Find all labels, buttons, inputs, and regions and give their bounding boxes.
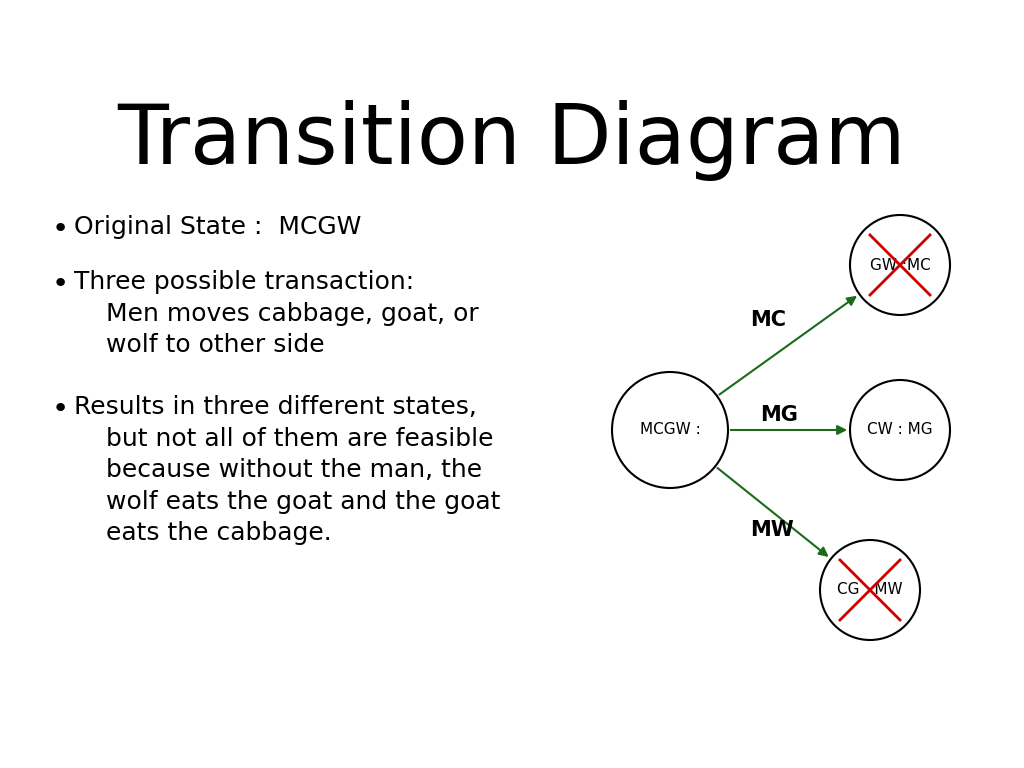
Text: CW : MG: CW : MG [867, 422, 933, 438]
Text: Three possible transaction:
    Men moves cabbage, goat, or
    wolf to other si: Three possible transaction: Men moves ca… [74, 270, 479, 357]
Circle shape [850, 215, 950, 315]
Text: Transition Diagram: Transition Diagram [118, 100, 906, 181]
Text: Original State :  MCGW: Original State : MCGW [74, 215, 361, 239]
Circle shape [820, 540, 920, 640]
Text: GW :MC: GW :MC [869, 257, 931, 273]
Circle shape [612, 372, 728, 488]
Text: MCGW :: MCGW : [640, 422, 700, 438]
Text: MC: MC [750, 310, 786, 330]
Text: Results in three different states,
    but not all of them are feasible
    beca: Results in three different states, but n… [74, 395, 501, 545]
Circle shape [850, 380, 950, 480]
Text: CG : MW: CG : MW [838, 582, 903, 598]
Text: •: • [52, 270, 70, 298]
Text: MG: MG [760, 405, 798, 425]
Text: MW: MW [750, 520, 794, 540]
Text: •: • [52, 215, 70, 243]
Text: •: • [52, 395, 70, 423]
